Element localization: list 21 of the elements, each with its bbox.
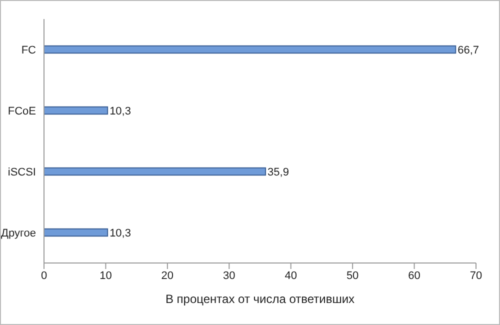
x-axis-title: В процентах от числа ответивших <box>165 292 355 306</box>
x-tick-label: 60 <box>408 270 420 282</box>
data-label: 66,7 <box>458 44 480 56</box>
y-tick-label: FCoE <box>8 105 36 118</box>
x-tick-label: 20 <box>161 270 174 282</box>
data-label: 10,3 <box>110 228 131 240</box>
data-label: 10,3 <box>110 106 131 118</box>
data-label: 35,9 <box>268 166 289 178</box>
y-tick-label: FC <box>21 44 36 56</box>
x-tick-label: 50 <box>346 270 359 282</box>
x-tick-label: 40 <box>284 270 297 282</box>
x-tick-label: 10 <box>100 270 112 282</box>
x-tick-label: 70 <box>470 270 482 282</box>
y-tick-label: iSCSI <box>8 166 36 178</box>
x-tick-label: 30 <box>223 270 236 282</box>
bar <box>44 45 456 54</box>
bar <box>44 167 266 176</box>
bar <box>44 228 108 237</box>
x-tick-label: 0 <box>40 270 48 282</box>
y-tick-label: Другое <box>1 227 36 240</box>
bar <box>44 106 108 115</box>
